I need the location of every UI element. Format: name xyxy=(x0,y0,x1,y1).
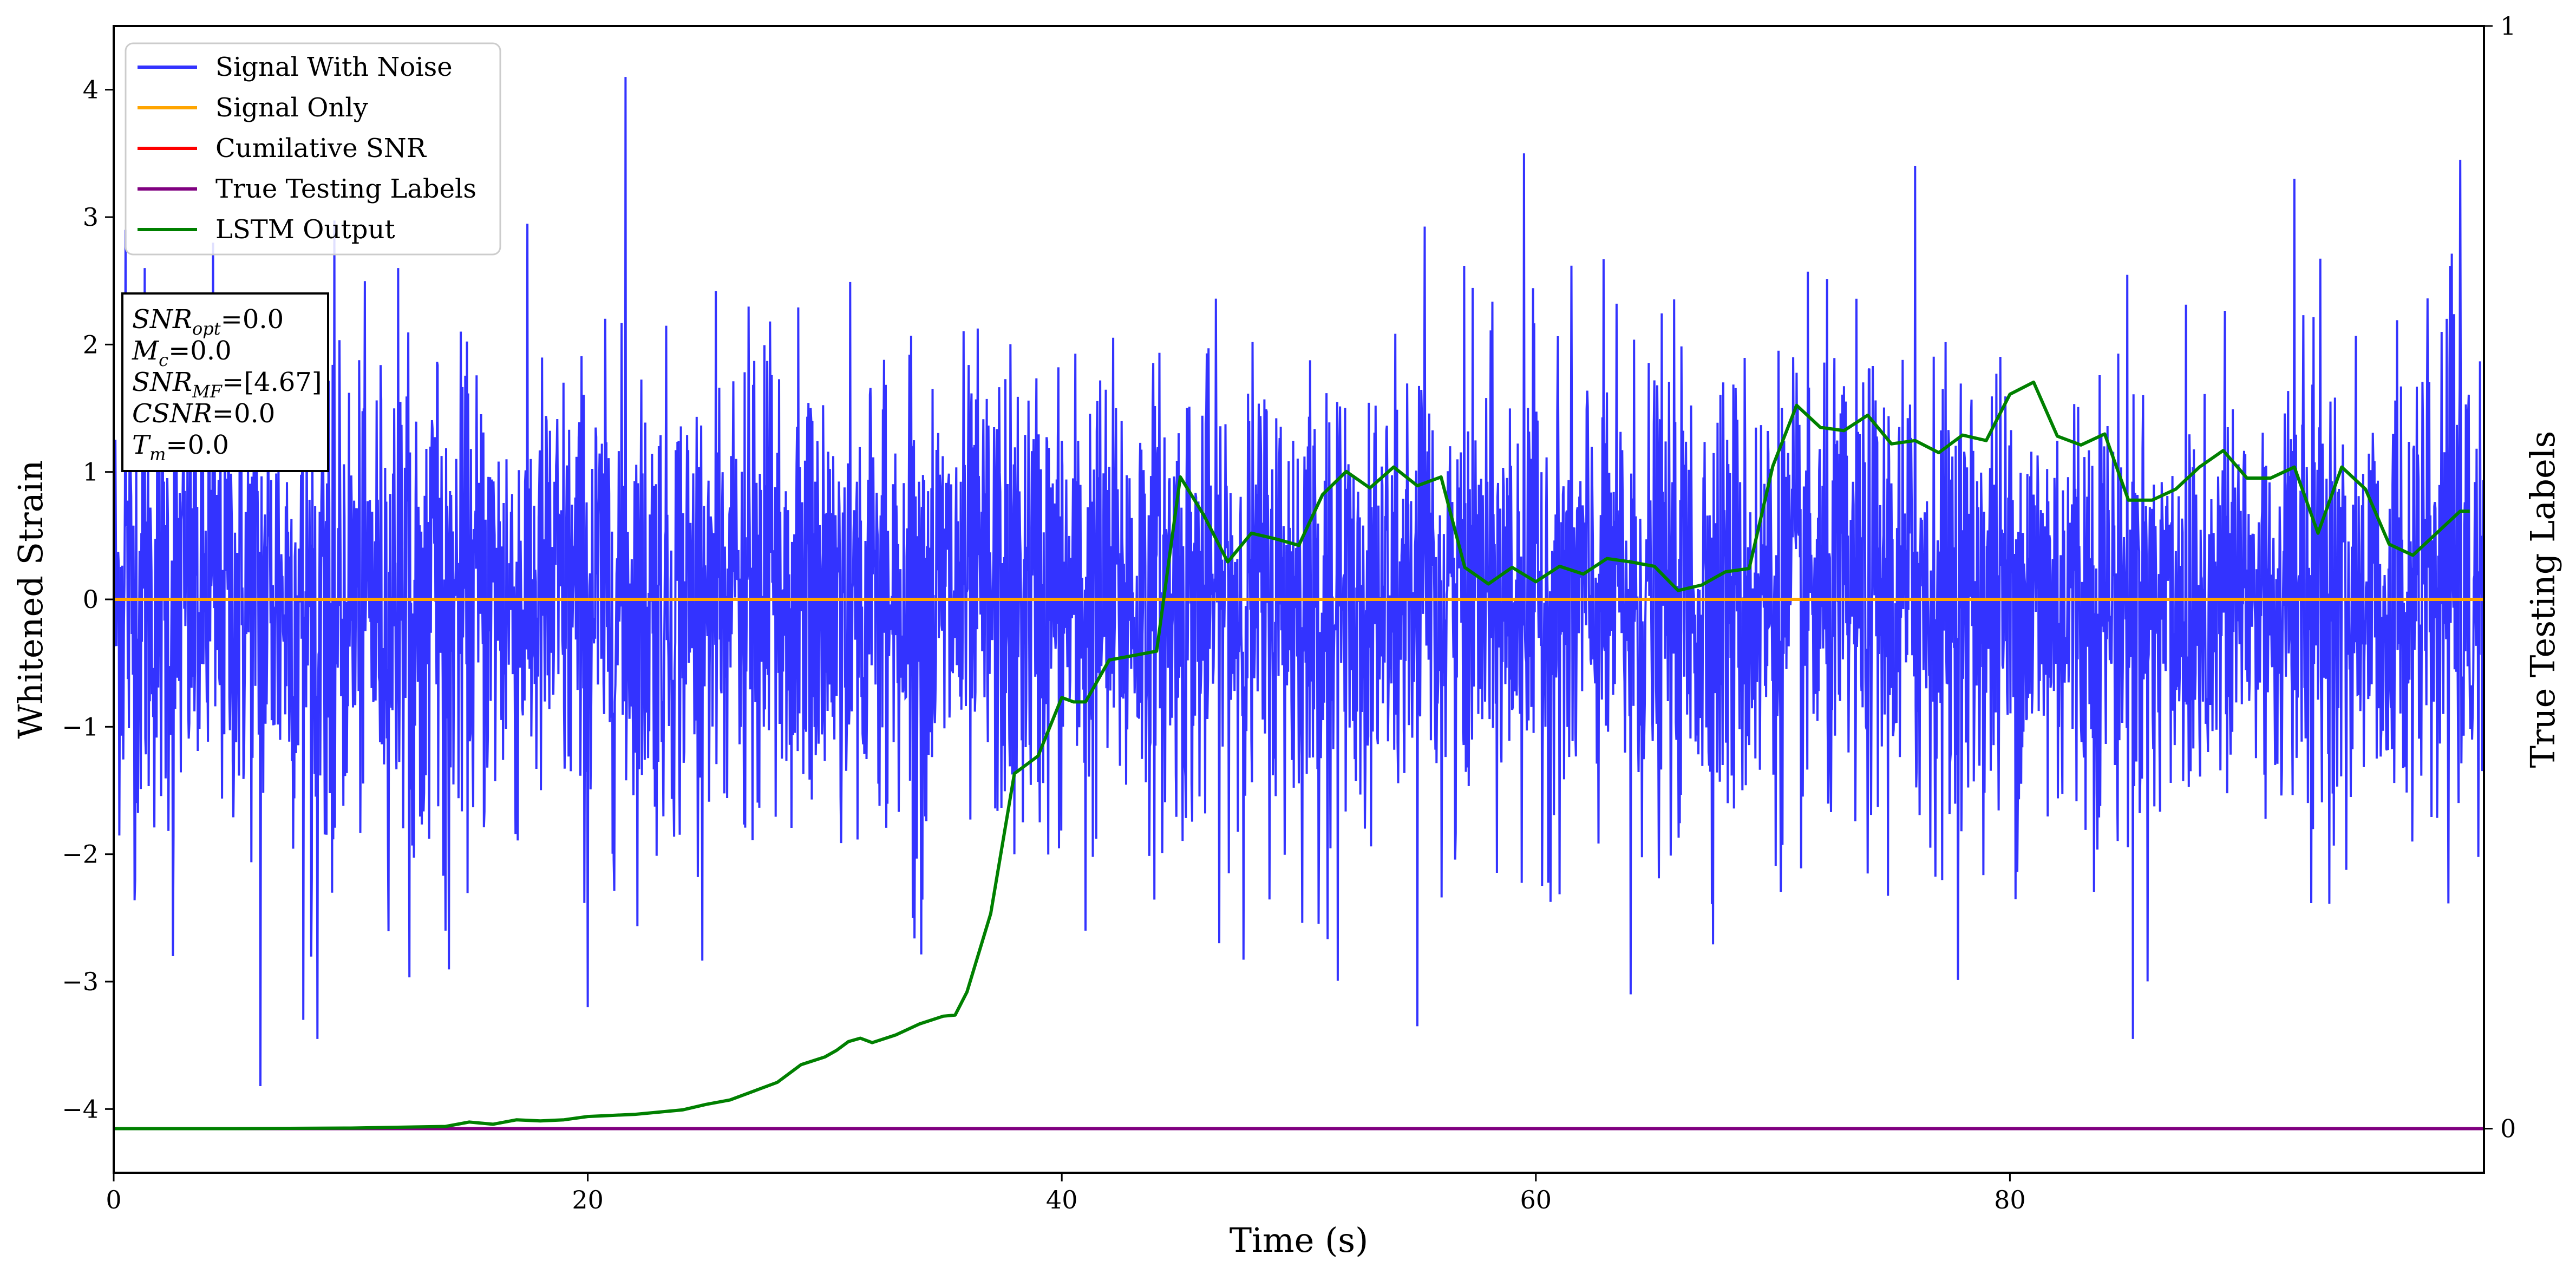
info-box-line: CSNR=0.0 xyxy=(132,398,275,429)
legend-label: Signal Only xyxy=(215,93,368,123)
info-subscript: opt xyxy=(192,318,221,339)
info-box: SNRopt=0.0Mc=0.0SNRMF=[4.67]CSNR=0.0Tm=0… xyxy=(121,292,329,472)
info-box-line: Mc=0.0 xyxy=(132,336,232,370)
info-symbol: CSNR xyxy=(132,398,212,429)
lstm-output-line xyxy=(114,380,2470,1131)
y-tick-label: −2 xyxy=(62,840,99,869)
info-box-frame xyxy=(121,292,329,472)
info-value: =0.0 xyxy=(212,398,276,429)
y2-axis-ticks: 01 xyxy=(2484,11,2516,1144)
y-axis-ticks: −4 −3 −2 −1 0 1 2 3 4 xyxy=(62,75,114,1123)
info-box-line: SNRopt=0.0 xyxy=(132,304,284,339)
y-tick-label: 1 xyxy=(83,458,99,487)
series-lines xyxy=(114,380,2484,1131)
info-subscript: MF xyxy=(192,381,223,402)
y-tick-label: −3 xyxy=(62,967,99,996)
y2-tick-label: 0 xyxy=(2500,1114,2516,1144)
info-value: =[4.67] xyxy=(222,367,322,397)
info-symbol: SNR xyxy=(132,367,192,397)
y-tick-label: 4 xyxy=(83,75,99,104)
info-box-line: Tm=0.0 xyxy=(132,430,229,465)
y-tick-label: 0 xyxy=(83,585,99,614)
y2-tick-label: 1 xyxy=(2500,11,2516,41)
series-signal-with-noise xyxy=(114,77,2484,1087)
y-axis-label: Whitened Strain xyxy=(11,460,50,739)
legend-entries: Signal With Noise Signal Only Cumilative S… xyxy=(138,52,476,245)
legend-box xyxy=(125,42,501,256)
info-box-lines: SNRopt=0.0Mc=0.0SNRMF=[4.67]CSNR=0.0Tm=0… xyxy=(132,304,322,465)
info-symbol: T xyxy=(132,430,151,460)
y2-axis-label: True Testing Labels xyxy=(2523,431,2562,768)
y-tick-label: 3 xyxy=(83,202,99,232)
info-box-line: SNRMF=[4.67] xyxy=(132,367,322,402)
legend-label: Signal With Noise xyxy=(215,52,453,82)
x-tick-label: 0 xyxy=(106,1185,121,1214)
x-tick-label: 80 xyxy=(1994,1185,2026,1214)
legend: Signal With Noise Signal Only Cumilative S… xyxy=(125,42,501,256)
y-tick-label: 2 xyxy=(83,330,99,359)
x-tick-label: 20 xyxy=(572,1185,604,1214)
legend-label: Cumilative SNR xyxy=(215,133,427,164)
legend-label: True Testing Labels xyxy=(215,174,476,204)
x-axis-ticks: 0 20 40 60 80 xyxy=(106,1173,2026,1214)
x-axis-label: Time (s) xyxy=(1230,1220,1369,1260)
y-tick-label: −4 xyxy=(62,1094,99,1123)
info-symbol: SNR xyxy=(132,304,192,335)
info-value: =0.0 xyxy=(221,304,284,335)
legend-label: LSTM Output xyxy=(215,214,395,245)
info-symbol: M xyxy=(132,336,160,366)
x-tick-label: 40 xyxy=(1046,1185,1078,1214)
info-value: =0.0 xyxy=(168,336,232,366)
y-tick-label: −1 xyxy=(62,712,99,741)
x-tick-label: 60 xyxy=(1520,1185,1552,1214)
signal-with-noise-line xyxy=(114,77,2484,1087)
info-subscript: m xyxy=(149,444,166,465)
info-value: =0.0 xyxy=(166,430,229,460)
info-subscript: c xyxy=(159,350,168,370)
